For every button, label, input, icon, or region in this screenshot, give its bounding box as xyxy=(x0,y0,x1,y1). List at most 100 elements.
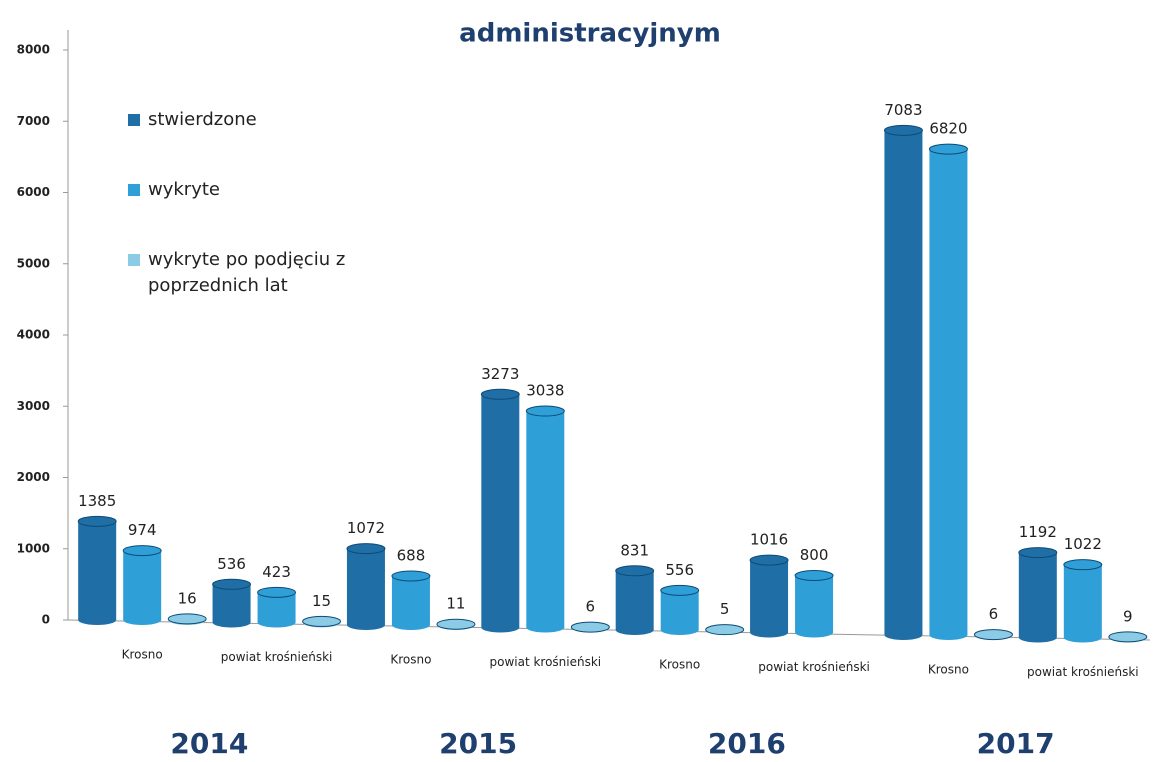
x-tick-label: powiat krośnieński xyxy=(221,650,333,664)
value-label: 1192 xyxy=(1019,523,1057,541)
x-tick-label: powiat krośnieński xyxy=(489,655,601,669)
bar-top xyxy=(1018,547,1058,559)
group-label: 2016 xyxy=(708,727,786,760)
x-tick-label: Krosno xyxy=(122,648,163,662)
legend-swatch xyxy=(128,114,140,126)
bar-top xyxy=(257,586,297,598)
x-tick-label: Krosno xyxy=(659,658,700,672)
bar-top xyxy=(615,565,655,577)
legend-label: wykryte po podjęciu z poprzednich lat xyxy=(148,249,345,296)
bar-top xyxy=(302,615,342,627)
group-label: 2014 xyxy=(170,727,248,760)
value-label: 6 xyxy=(989,605,999,623)
value-label: 1016 xyxy=(750,531,788,549)
bar xyxy=(615,570,654,630)
y-tick-label: 1000 xyxy=(17,541,50,555)
bar xyxy=(78,521,117,620)
bar xyxy=(391,575,430,625)
bar xyxy=(1063,564,1102,638)
value-label: 15 xyxy=(312,592,331,610)
value-label: 688 xyxy=(397,546,426,564)
bar-base xyxy=(212,617,251,628)
y-tick-label: 4000 xyxy=(17,328,50,342)
bar-top xyxy=(705,624,745,636)
legend-label: wykryte xyxy=(148,179,220,200)
y-tick-label: 0 xyxy=(42,613,50,627)
bar-top xyxy=(212,578,252,590)
bar-top xyxy=(660,584,700,596)
value-label: 3273 xyxy=(481,365,519,383)
bar xyxy=(660,590,699,630)
bar-top xyxy=(928,143,968,155)
bar-top xyxy=(346,543,386,555)
bar-base xyxy=(750,627,789,638)
y-tick-label: 7000 xyxy=(17,114,50,128)
value-label: 9 xyxy=(1123,607,1133,625)
bar xyxy=(346,548,385,625)
bar-base xyxy=(391,620,430,630)
bar-top xyxy=(1063,559,1103,571)
y-tick-label: 2000 xyxy=(17,470,50,484)
value-label: 6 xyxy=(586,598,596,616)
bar-top xyxy=(436,618,476,630)
value-label: 1022 xyxy=(1064,535,1102,553)
bar xyxy=(123,550,162,620)
bar-top xyxy=(794,570,834,581)
value-label: 831 xyxy=(620,541,649,559)
value-label: 1072 xyxy=(347,519,385,537)
x-tick-label: Krosno xyxy=(390,653,431,667)
group-label: 2015 xyxy=(439,727,517,760)
bar-top xyxy=(167,613,207,625)
bar-base xyxy=(884,630,923,640)
bar-top xyxy=(570,621,610,633)
x-tick-label: Krosno xyxy=(928,663,969,677)
bar-top xyxy=(1108,631,1148,643)
bar-top xyxy=(391,570,431,582)
bar-top xyxy=(77,515,117,527)
bar-base xyxy=(929,630,968,640)
bar-top xyxy=(122,545,162,557)
bar-base xyxy=(795,627,834,638)
value-label: 11 xyxy=(446,595,465,613)
bar-top xyxy=(525,405,565,417)
value-label: 5 xyxy=(720,600,730,618)
value-label: 974 xyxy=(128,521,157,539)
bar xyxy=(929,149,968,635)
bar-base xyxy=(481,622,520,633)
bar-base xyxy=(660,625,699,635)
value-label: 536 xyxy=(217,555,246,573)
x-tick-label: powiat krośnieński xyxy=(1027,665,1139,679)
bar xyxy=(884,130,923,635)
bar xyxy=(750,560,789,633)
bar-base xyxy=(615,625,654,635)
y-tick-label: 5000 xyxy=(17,256,50,270)
bar-base xyxy=(346,620,385,630)
bar-top xyxy=(480,388,520,400)
bar-top xyxy=(973,629,1013,641)
value-label: 3038 xyxy=(526,382,564,400)
bar xyxy=(1018,552,1057,638)
value-label: 1385 xyxy=(78,492,116,510)
bar-base xyxy=(1063,632,1102,643)
bar-base xyxy=(526,622,565,633)
bar xyxy=(795,575,834,633)
y-tick-label: 8000 xyxy=(17,43,50,57)
group-label: 2017 xyxy=(977,727,1055,760)
legend-swatch xyxy=(128,184,140,196)
bar-top xyxy=(749,554,789,566)
legend-swatch xyxy=(128,254,140,266)
bar-base xyxy=(257,617,296,628)
value-label: 556 xyxy=(665,561,694,579)
legend-label-line: wykryte po podjęciu z xyxy=(148,249,345,270)
bar xyxy=(526,411,565,628)
value-label: 7083 xyxy=(884,101,922,119)
x-tick-label: powiat krośnieński xyxy=(758,660,870,674)
value-label: 16 xyxy=(178,589,197,607)
bar-top xyxy=(883,124,923,136)
y-tick-label: 6000 xyxy=(17,185,50,199)
y-tick-label: 3000 xyxy=(17,399,50,413)
value-label: 800 xyxy=(800,546,829,564)
value-label: 6820 xyxy=(929,120,967,138)
bar xyxy=(481,394,520,628)
